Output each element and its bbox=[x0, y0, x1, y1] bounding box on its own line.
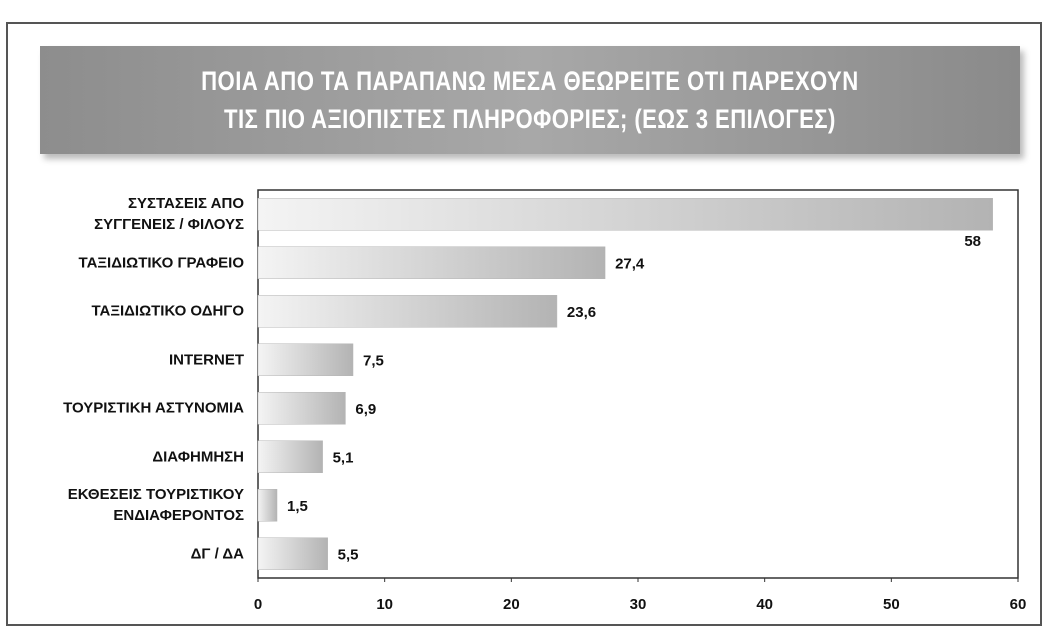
y-tick-label: ΤΑΞΙΔΙΩΤΙΚΟ ΓΡΑΦΕΙΟ bbox=[78, 254, 244, 272]
bar bbox=[257, 537, 328, 570]
value-label: 23,6 bbox=[567, 304, 596, 321]
value-label: 5,1 bbox=[333, 450, 354, 467]
y-tick-label: ΤΑΞΙΔΙΩΤΙΚΟ ΟΔΗΓΟ bbox=[91, 302, 244, 320]
value-label: 7,5 bbox=[363, 353, 384, 370]
value-label: 27,4 bbox=[615, 256, 645, 273]
title-banner: ΠΟΙΑ ΑΠΟ ΤΑ ΠΑΡΑΠΑΝΩ ΜΕΣΑ ΘΕΩΡΕΙΤΕ ΟΤΙ Π… bbox=[40, 46, 1020, 154]
bar bbox=[257, 440, 323, 473]
value-label: 6,9 bbox=[355, 401, 376, 418]
x-tick-label: 30 bbox=[630, 596, 647, 613]
y-tick-label: ΣΥΣΤΑΣΕΙΣ ΑΠΟ ΣΥΓΓΕΝΕΙΣ / ΦΙΛΟΥΣ bbox=[94, 195, 244, 234]
x-tick-label: 40 bbox=[756, 596, 773, 613]
x-tick-label: 20 bbox=[503, 596, 520, 613]
y-tick-label: ΤΟΥΡΙΣΤΙΚΗ ΑΣΤΥΝΟΜΙΑ bbox=[63, 399, 244, 417]
bar bbox=[257, 343, 354, 376]
bar bbox=[257, 489, 278, 522]
value-label: 58 bbox=[964, 233, 981, 250]
bar bbox=[257, 246, 606, 279]
bar bbox=[257, 392, 346, 425]
y-tick-label: INTERNET bbox=[169, 351, 244, 369]
y-tick-label: ΔΙΑΦΗΜΗΣΗ bbox=[152, 448, 244, 466]
value-label: 1,5 bbox=[287, 498, 308, 515]
x-tick-label: 0 bbox=[254, 596, 262, 613]
chart-title: ΠΟΙΑ ΑΠΟ ΤΑ ΠΑΡΑΠΑΝΩ ΜΕΣΑ ΘΕΩΡΕΙΤΕ ΟΤΙ Π… bbox=[201, 66, 859, 134]
x-tick-label: 50 bbox=[883, 596, 900, 613]
x-tick-label: 60 bbox=[1010, 596, 1027, 613]
y-tick-label: ΔΓ / ΔΑ bbox=[190, 545, 244, 563]
bar bbox=[257, 295, 558, 328]
y-tick-label: ΕΚΘΕΣΕΙΣ ΤΟΥΡΙΣΤΙΚΟΥ ΕΝΔΙΑΦΕΡΟΝΤΟΣ bbox=[67, 486, 244, 525]
bar bbox=[257, 198, 993, 231]
value-label: 5,5 bbox=[338, 547, 359, 564]
frame bbox=[6, 22, 1042, 626]
x-tick-label: 10 bbox=[376, 596, 393, 613]
